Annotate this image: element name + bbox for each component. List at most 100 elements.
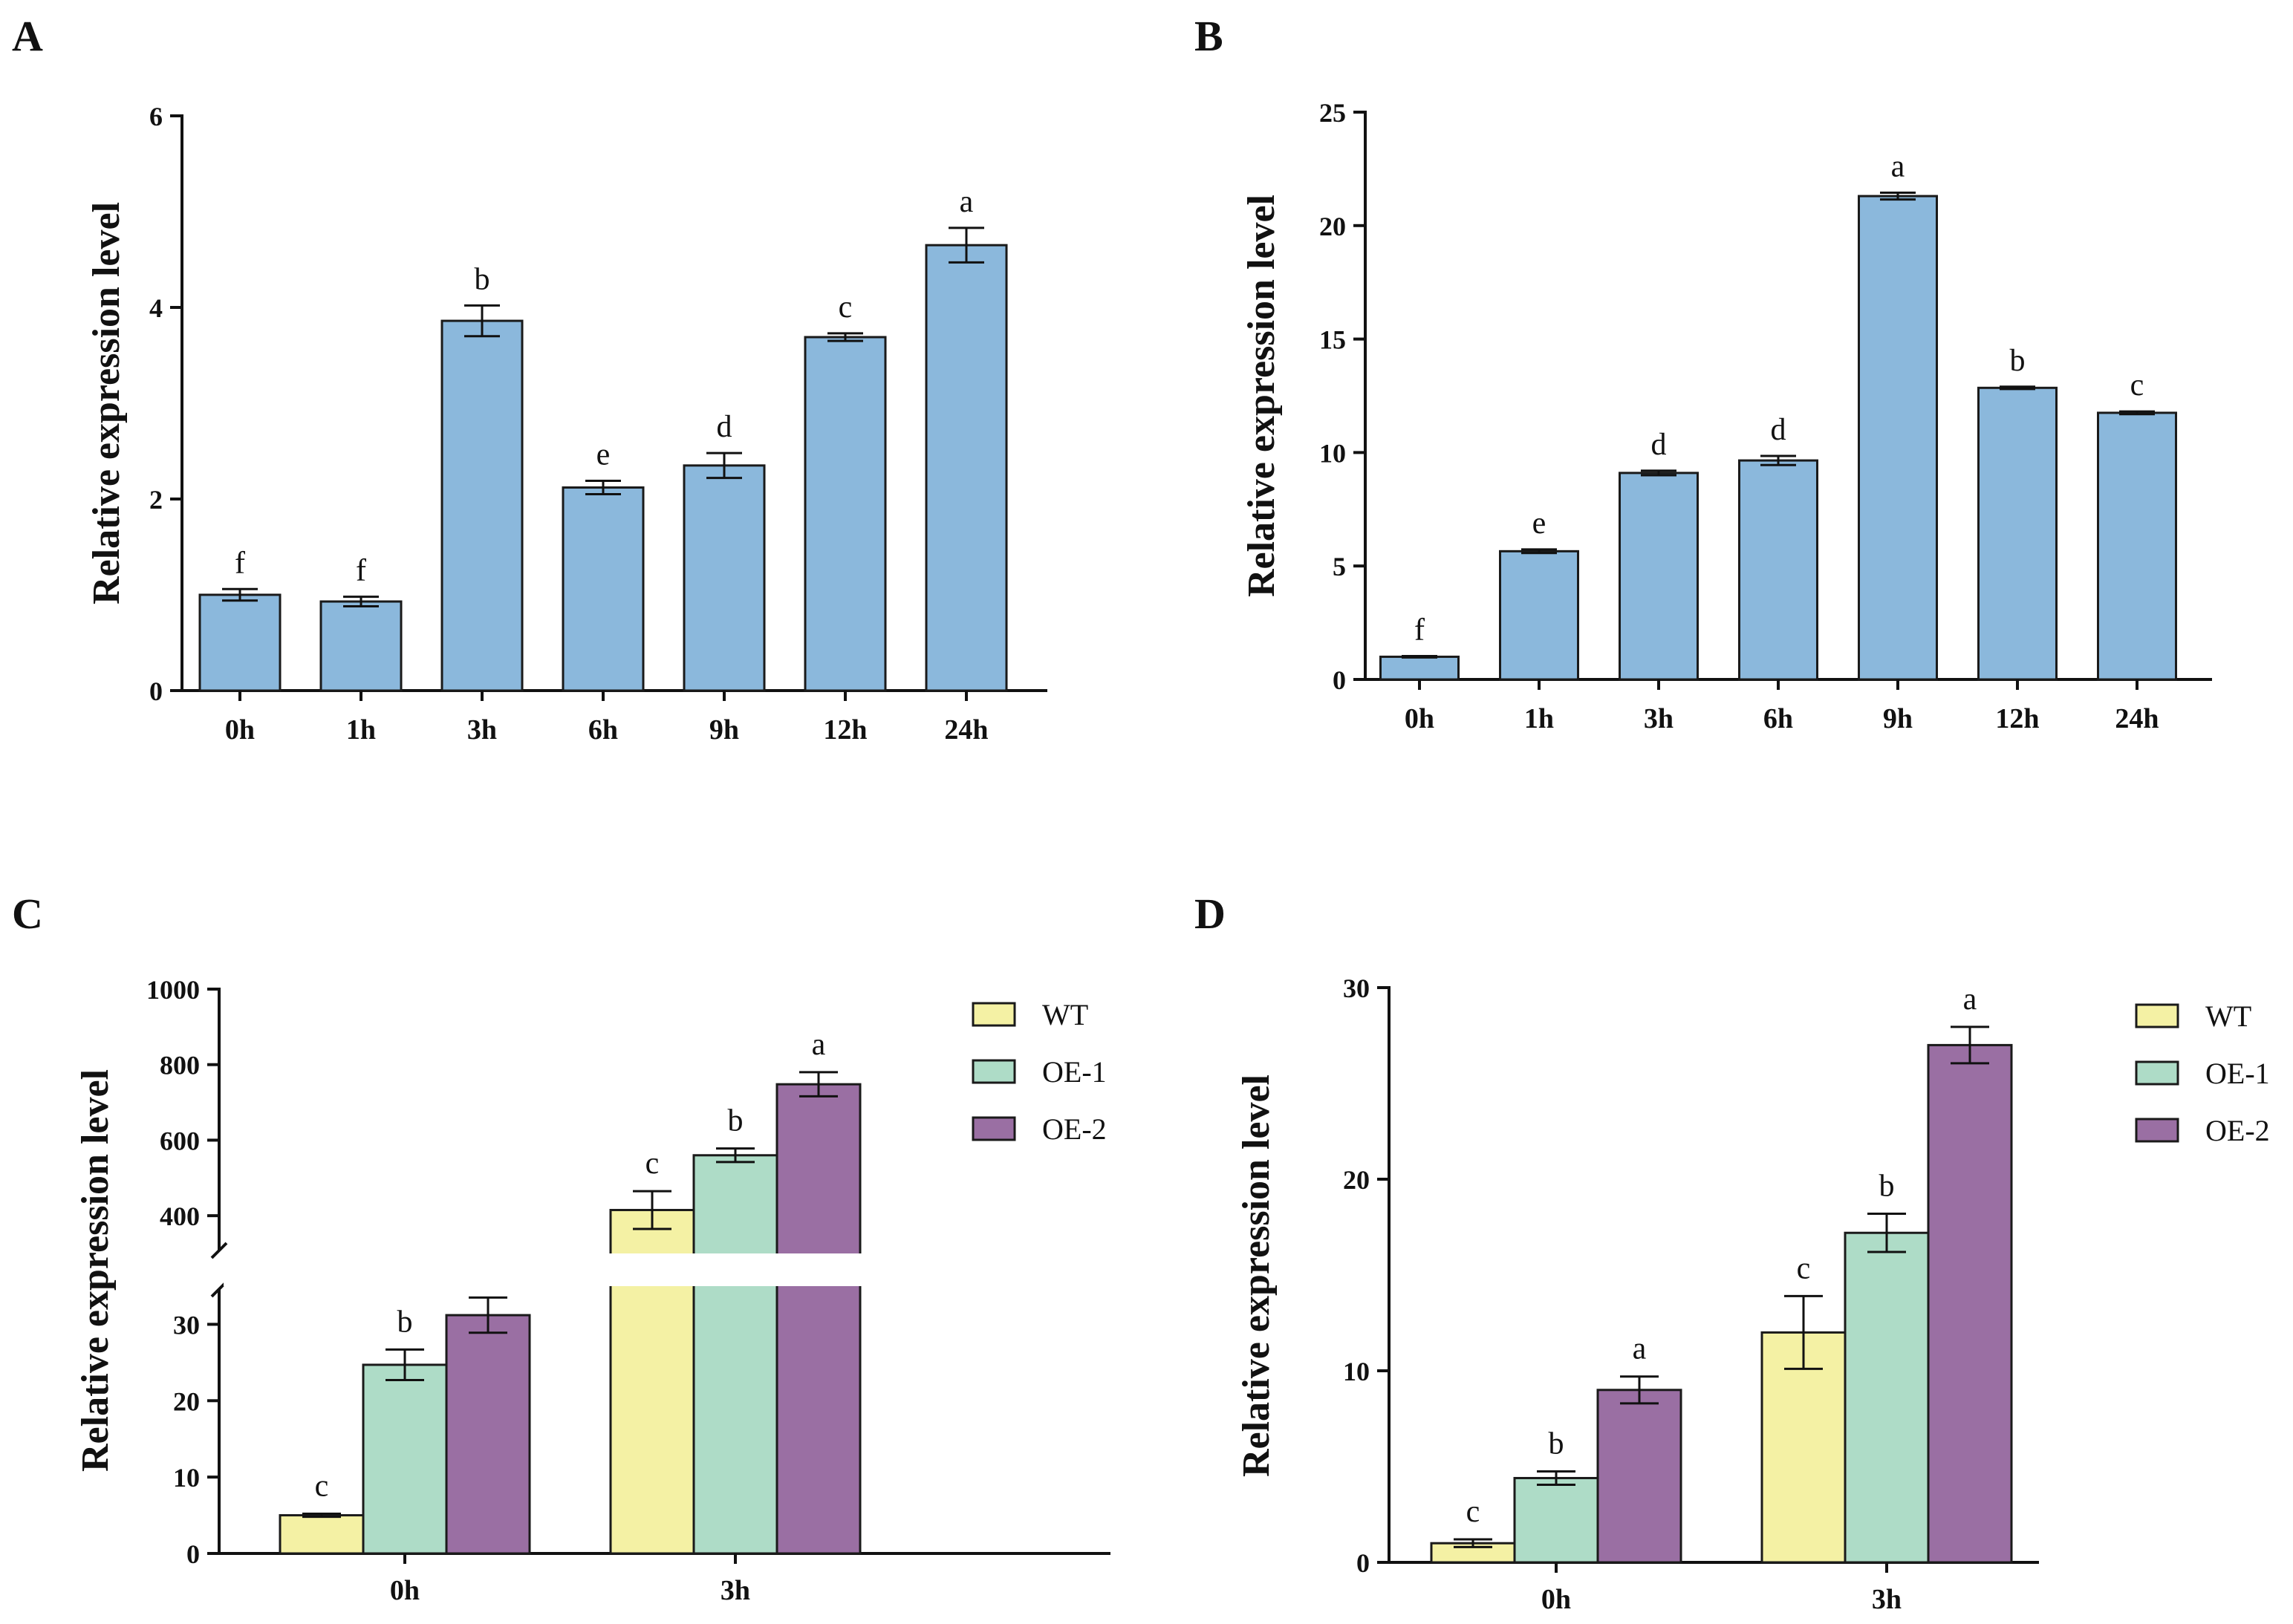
- y-tick-label: 0: [149, 676, 163, 706]
- bar: [1596, 1389, 1682, 1564]
- legend-entry: WT: [1042, 998, 1088, 1031]
- legend-entry: OE-1: [2205, 1057, 2270, 1090]
- y-axis-label: Relative expression level: [1235, 1074, 1278, 1477]
- bar: [925, 244, 1008, 692]
- significance-letter: a: [1963, 982, 1977, 1017]
- y-tick-label: 20: [1319, 212, 1346, 241]
- significance-letter: c: [645, 1147, 660, 1181]
- significance-letter: e: [1532, 506, 1546, 541]
- significance-letter: c: [1466, 1495, 1480, 1529]
- x-tick-label: 9h: [1883, 703, 1913, 734]
- x-tick-label: 0h: [390, 1575, 420, 1606]
- y-tick-label: 10: [1319, 438, 1346, 468]
- x-tick-label: 3h: [1872, 1584, 1902, 1615]
- x-tick-label: 9h: [709, 714, 739, 746]
- x-tick-label: 3h: [721, 1575, 750, 1606]
- significance-letter: c: [2130, 368, 2144, 402]
- x-tick-label: 6h: [588, 714, 618, 746]
- y-tick-label: 400: [160, 1201, 200, 1231]
- bar: [319, 600, 403, 692]
- y-tick-label: 4: [149, 293, 163, 323]
- bar: [2097, 411, 2177, 681]
- significance-letter: c: [1797, 1251, 1811, 1285]
- significance-letter: c: [839, 290, 853, 325]
- significance-letter: f: [1414, 613, 1425, 648]
- panel-letter: A: [12, 12, 43, 60]
- x-tick-label: 0h: [1405, 703, 1434, 734]
- panel-d: D 0 10 20 30 Relative expression level c b a 0h c b…: [1194, 890, 2270, 1615]
- bar: [1738, 459, 1818, 681]
- x-tick-label: 24h: [944, 714, 988, 746]
- y-tick-label: 15: [1319, 325, 1346, 355]
- legend-swatch: [2135, 1003, 2179, 1028]
- bar: [440, 319, 524, 692]
- x-tick-label: 12h: [1995, 703, 2039, 734]
- legend-swatch: [972, 1116, 1016, 1141]
- significance-letter: a: [812, 1028, 826, 1062]
- y-axis-label: Relative expression level: [85, 202, 128, 604]
- panel-letter: D: [1194, 890, 1226, 938]
- y-tick-label: 800: [160, 1051, 200, 1080]
- bar: [1619, 472, 1699, 681]
- bar: [804, 336, 887, 692]
- y-tick-label: 10: [1343, 1357, 1370, 1386]
- significance-letter: b: [397, 1305, 413, 1339]
- y-axis-label: Relative expression level: [74, 1069, 117, 1472]
- y-tick-label: 6: [149, 102, 163, 131]
- y-tick-label: 25: [1319, 98, 1346, 128]
- axis-break-mark: [210, 1242, 228, 1259]
- legend-swatch: [972, 1002, 1016, 1027]
- y-tick-label: 0: [186, 1539, 200, 1569]
- y-axis-label: Relative expression level: [1240, 195, 1283, 597]
- bar: [362, 1363, 448, 1555]
- bar: [692, 1154, 778, 1555]
- panel-a: A 0 2 4 6 Relative expression level f 0h f 1h b 3h e…: [12, 12, 1047, 746]
- y-tick-label: 5: [1333, 552, 1346, 581]
- y-tick-label: 30: [1343, 974, 1370, 1003]
- x-tick-label: 0h: [1541, 1584, 1571, 1615]
- significance-letter: a: [1891, 149, 1905, 183]
- bar: [1977, 386, 2058, 681]
- bar: [1513, 1476, 1599, 1564]
- y-tick-label: 30: [173, 1310, 200, 1340]
- y-tick-label: 0: [1333, 665, 1346, 695]
- y-tick-label: 20: [173, 1386, 200, 1416]
- bar: [683, 464, 766, 692]
- x-tick-label: 24h: [2115, 703, 2159, 734]
- significance-letter: b: [728, 1104, 744, 1138]
- x-tick-label: 1h: [1524, 703, 1554, 734]
- panel-b: B 0 5 10 15 20 25 Relative expression level f 0h e…: [1194, 12, 2212, 734]
- axis-break-gap: [224, 1253, 1110, 1286]
- y-tick-label: 2: [149, 485, 163, 515]
- bar: [445, 1314, 531, 1555]
- legend-swatch: [972, 1059, 1016, 1084]
- legend-swatch: [2135, 1060, 2179, 1086]
- bar: [279, 1514, 365, 1555]
- significance-letter: d: [1771, 413, 1786, 447]
- x-tick-label: 3h: [1644, 703, 1674, 734]
- legend-entry: OE-2: [1042, 1112, 1107, 1146]
- y-tick-label: 1000: [146, 975, 200, 1005]
- significance-letter: f: [356, 554, 366, 588]
- significance-letter: b: [475, 262, 490, 296]
- legend-entry: OE-1: [1042, 1055, 1107, 1089]
- bar: [1858, 195, 1938, 681]
- x-tick-label: 1h: [346, 714, 376, 746]
- panel-letter: C: [12, 890, 43, 938]
- bar: [1379, 655, 1460, 681]
- bar: [1760, 1331, 1847, 1564]
- significance-letter: e: [596, 437, 611, 472]
- significance-letter: b: [2010, 344, 2026, 378]
- significance-letter: b: [1549, 1426, 1564, 1461]
- x-tick-label: 6h: [1763, 703, 1793, 734]
- significance-letter: a: [1633, 1332, 1647, 1366]
- bar: [1844, 1231, 1930, 1564]
- panel-c: C 0 10 20 30 400 600 800 1000 Relative expression…: [12, 890, 1110, 1606]
- x-tick-label: 0h: [225, 714, 255, 746]
- legend-swatch: [2135, 1118, 2179, 1143]
- bar: [775, 1083, 862, 1555]
- bar: [198, 593, 282, 692]
- panel-letter: B: [1194, 12, 1223, 60]
- significance-letter: c: [315, 1470, 329, 1504]
